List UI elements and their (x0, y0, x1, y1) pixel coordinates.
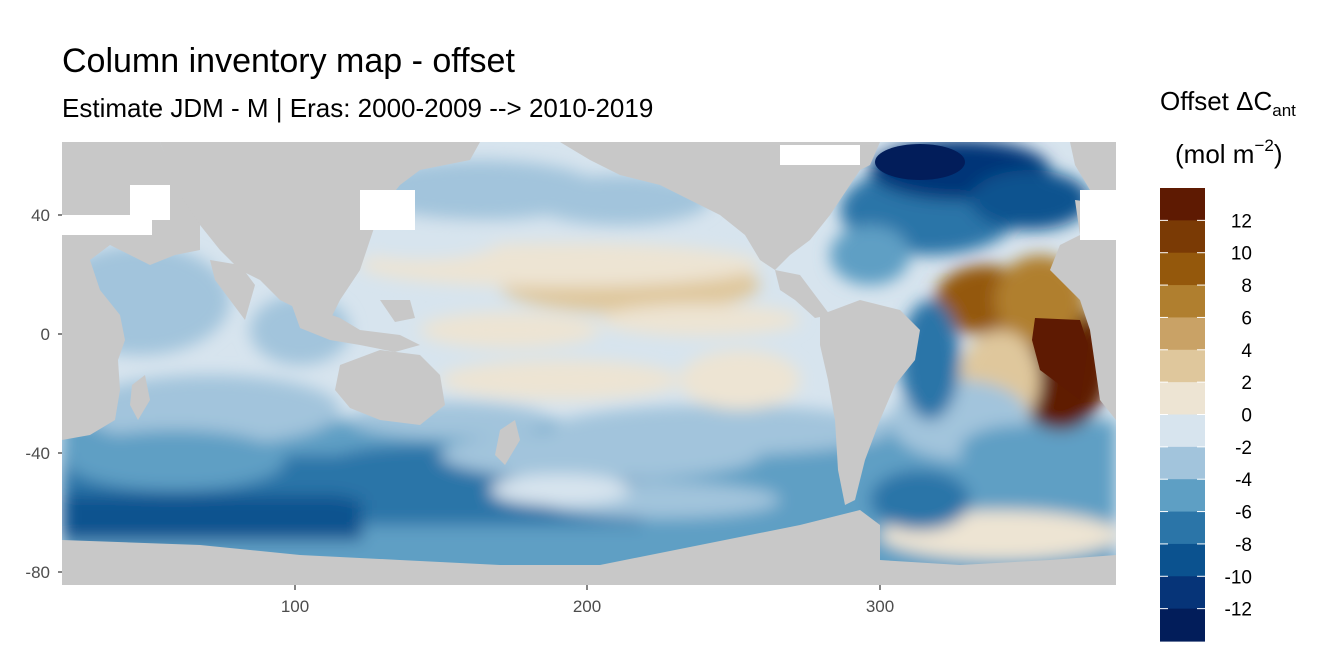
y-tick-label: 40 (31, 206, 50, 225)
legend-swatch (1160, 576, 1205, 610)
legend-label: -8 (1235, 535, 1252, 556)
anomaly-field (62, 142, 1116, 585)
plot-title: Column inventory map - offset (62, 42, 515, 80)
legend-unit: (mol m−2) (1175, 136, 1283, 169)
legend-swatch (1160, 285, 1205, 319)
x-axis-labels: 100 200 300 (281, 597, 894, 616)
legend-label: -6 (1235, 503, 1252, 524)
x-tick-label: 100 (281, 597, 309, 616)
legend-labels: 12 10 8 6 4 2 0 -2 -4 -6 -8 -10 -12 (1225, 211, 1253, 620)
x-tick-label: 300 (866, 597, 894, 616)
legend-label: 4 (1241, 341, 1252, 362)
legend-label: 12 (1231, 211, 1252, 232)
y-tick-label: -80 (25, 563, 50, 582)
legend-label: 2 (1241, 373, 1252, 394)
legend-label: -2 (1235, 438, 1252, 459)
legend-label: -4 (1235, 470, 1252, 491)
legend-swatch (1160, 220, 1205, 254)
no-data-patches (62, 145, 1116, 240)
legend-colorbar (1160, 188, 1205, 642)
legend-swatch (1160, 349, 1205, 383)
axis-ticks (58, 214, 881, 590)
legend-swatch (1160, 608, 1205, 642)
legend-swatch (1160, 543, 1205, 577)
y-tick-label: -40 (25, 444, 50, 463)
legend-swatch (1160, 382, 1205, 416)
x-tick-label: 200 (573, 597, 601, 616)
legend-label: 10 (1231, 244, 1252, 265)
legend-label: 6 (1241, 308, 1252, 329)
legend-title: Offset ΔCant (1160, 86, 1296, 120)
legend-label: -12 (1225, 600, 1252, 621)
legend-swatch (1160, 188, 1205, 221)
legend-label: 8 (1241, 276, 1252, 297)
legend-swatch (1160, 511, 1205, 545)
legend-swatch (1160, 446, 1205, 480)
y-tick-label: 0 (41, 325, 50, 344)
anomaly-extremes (875, 144, 1088, 400)
legend-label: -10 (1225, 567, 1252, 588)
legend-swatch (1160, 479, 1205, 513)
plot-subtitle: Estimate JDM - M | Eras: 2000-2009 --> 2… (62, 93, 654, 123)
y-axis-labels: 40 0 -40 -80 (25, 206, 50, 582)
legend-swatch (1160, 252, 1205, 286)
legend-label: 0 (1241, 406, 1252, 427)
legend-swatch (1160, 414, 1205, 448)
legend-swatch (1160, 317, 1205, 351)
map-panel (62, 142, 1116, 585)
